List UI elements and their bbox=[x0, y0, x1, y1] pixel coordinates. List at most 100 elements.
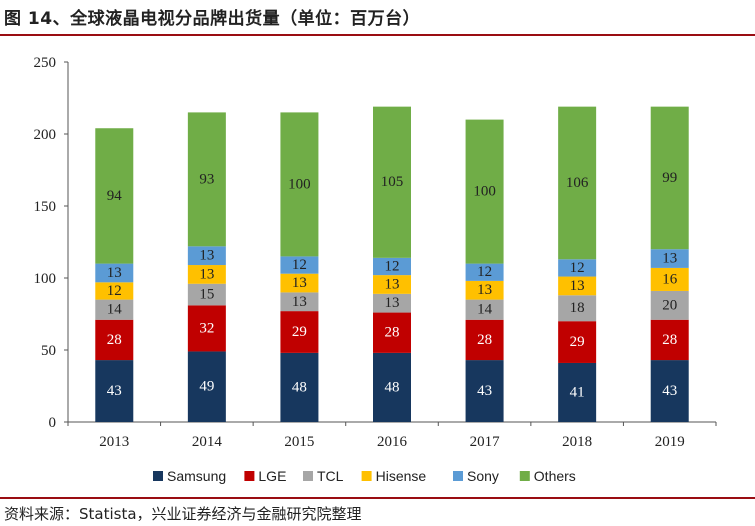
bar-segment-sony bbox=[465, 263, 504, 281]
data-label-samsung: 43 bbox=[662, 383, 677, 399]
bar-segment-lge bbox=[280, 311, 319, 353]
bar-segment-tcl bbox=[280, 292, 319, 312]
bar-segment-others bbox=[373, 106, 411, 258]
x-tick-label: 2017 bbox=[470, 434, 501, 450]
bar-stack-2013: 43 28 14 12 13 94 bbox=[95, 128, 134, 422]
data-label-lge: 29 bbox=[292, 324, 307, 340]
legend-label-samsung: Samsung bbox=[167, 468, 226, 484]
data-label-others: 93 bbox=[199, 171, 214, 187]
bar-stack-2017: 43 28 14 13 12 100 bbox=[465, 119, 504, 422]
bar-segment-lge bbox=[465, 319, 504, 361]
bar-segment-samsung bbox=[465, 360, 504, 422]
data-label-tcl: 13 bbox=[385, 295, 400, 311]
y-tick-label: 150 bbox=[34, 199, 57, 215]
x-tick-label: 2013 bbox=[99, 434, 129, 450]
y-tick-label: 250 bbox=[34, 55, 57, 71]
data-label-lge: 28 bbox=[107, 332, 122, 348]
bar-segment-samsung bbox=[187, 351, 226, 422]
x-tick-label: 2016 bbox=[377, 434, 408, 450]
data-label-sony: 13 bbox=[199, 248, 214, 264]
figure-source: 资料来源：Statista，兴业证券经济与金融研究院整理 bbox=[4, 505, 362, 523]
y-tick-label: 0 bbox=[49, 415, 57, 431]
legend-swatch-hisense bbox=[361, 471, 372, 481]
bar-segment-hisense bbox=[558, 276, 597, 296]
bar-segment-sony bbox=[95, 263, 134, 283]
legend-label-tcl: TCL bbox=[317, 468, 344, 484]
bar-segment-others bbox=[187, 112, 226, 247]
bar-segment-lge bbox=[95, 319, 134, 361]
bar-stack-2019: 43 28 20 16 13 99 bbox=[650, 106, 689, 422]
data-label-hisense: 13 bbox=[199, 266, 214, 282]
data-label-samsung: 49 bbox=[199, 379, 214, 395]
data-label-others: 100 bbox=[288, 176, 311, 192]
data-label-lge: 28 bbox=[385, 325, 400, 341]
bar-segment-hisense bbox=[373, 275, 411, 294]
bar-segment-tcl bbox=[95, 299, 134, 320]
bar-segment-others bbox=[558, 106, 597, 260]
legend-label-sony: Sony bbox=[467, 468, 499, 484]
bar-segment-hisense bbox=[95, 282, 134, 300]
data-label-hisense: 13 bbox=[385, 276, 400, 292]
data-label-tcl: 18 bbox=[570, 300, 585, 316]
bar-segment-others bbox=[95, 128, 134, 264]
data-label-samsung: 43 bbox=[477, 383, 492, 399]
bar-segment-samsung bbox=[373, 352, 411, 422]
x-tick-label: 2014 bbox=[192, 434, 223, 450]
data-label-hisense: 13 bbox=[570, 278, 585, 294]
bar-segment-sony bbox=[280, 256, 319, 274]
bar-segment-samsung bbox=[95, 360, 134, 422]
bar-segment-tcl bbox=[187, 283, 226, 306]
y-tick-label: 200 bbox=[34, 127, 57, 143]
y-axis: 0 50 100 150 200 250 bbox=[34, 55, 69, 431]
bar-segment-hisense bbox=[280, 273, 319, 293]
legend-swatch-others bbox=[519, 471, 530, 481]
x-axis: 2013 2014 2015 2016 2017 2018 2019 bbox=[67, 421, 717, 450]
data-label-hisense: 16 bbox=[662, 271, 678, 287]
data-label-hisense: 13 bbox=[477, 282, 492, 298]
bar-segment-tcl bbox=[558, 295, 597, 322]
data-label-lge: 32 bbox=[199, 320, 214, 336]
bar-segment-lge bbox=[650, 319, 689, 361]
bar-segment-others bbox=[465, 119, 504, 264]
legend-swatch-samsung bbox=[153, 471, 163, 481]
source-divider bbox=[0, 497, 755, 499]
bar-stack-2015: 48 29 13 13 12 100 bbox=[280, 112, 319, 422]
bar-stack-2016: 48 28 13 13 12 105 bbox=[373, 106, 411, 422]
bar-segment-sony bbox=[650, 249, 689, 268]
bar-segment-hisense bbox=[187, 265, 226, 284]
data-label-others: 105 bbox=[381, 174, 404, 190]
data-label-others: 99 bbox=[662, 170, 677, 186]
data-label-tcl: 14 bbox=[477, 302, 493, 318]
y-tick-label: 100 bbox=[34, 271, 57, 287]
bar-segment-hisense bbox=[650, 267, 689, 291]
bar-segment-samsung bbox=[650, 360, 689, 422]
legend-label-others: Others bbox=[534, 468, 576, 484]
y-tick-label: 50 bbox=[41, 343, 56, 359]
x-tick-label: 2015 bbox=[284, 434, 314, 450]
data-label-tcl: 14 bbox=[107, 302, 123, 318]
data-label-sony: 12 bbox=[477, 264, 492, 280]
legend-label-hisense: Hisense bbox=[376, 468, 427, 484]
data-label-hisense: 12 bbox=[107, 283, 122, 299]
bar-segment-samsung bbox=[558, 362, 597, 422]
data-label-samsung: 48 bbox=[292, 379, 307, 395]
bar-segment-tcl bbox=[373, 293, 411, 313]
data-label-tcl: 20 bbox=[662, 297, 677, 313]
data-label-others: 106 bbox=[566, 175, 589, 191]
data-label-samsung: 41 bbox=[570, 384, 585, 400]
data-label-sony: 13 bbox=[662, 251, 677, 267]
legend-swatch-lge bbox=[244, 471, 255, 481]
bar-segment-samsung bbox=[280, 352, 319, 422]
bar-segment-lge bbox=[187, 305, 226, 352]
bar-stacks: 43 28 14 12 13 94 49 32 15 13 13 93 48 29 13 13 12 100 48 2… bbox=[95, 106, 689, 422]
x-tick-label: 2018 bbox=[562, 434, 592, 450]
bar-segment-hisense bbox=[465, 280, 504, 300]
data-label-sony: 12 bbox=[292, 257, 307, 273]
bar-stack-2018: 41 29 18 13 12 106 bbox=[558, 106, 597, 422]
legend-label-lge: LGE bbox=[258, 468, 286, 484]
legend-swatch-tcl bbox=[303, 471, 313, 481]
data-label-others: 100 bbox=[473, 184, 496, 200]
bar-segment-sony bbox=[187, 246, 226, 266]
bar-segment-lge bbox=[373, 312, 411, 353]
bar-segment-sony bbox=[558, 259, 597, 277]
